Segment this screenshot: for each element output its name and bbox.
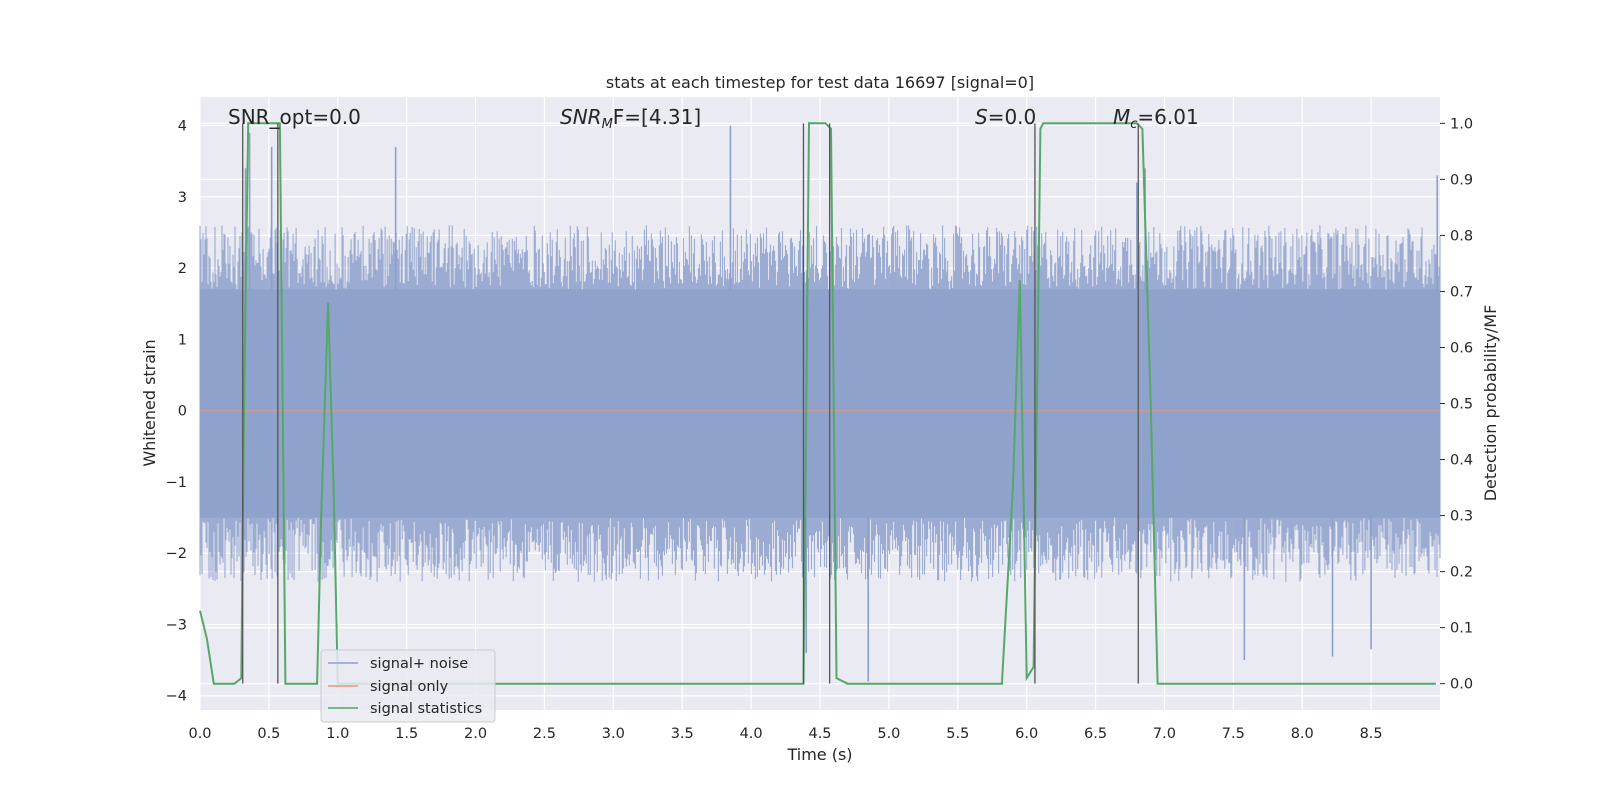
x-tick-label: 5.0: [877, 726, 900, 742]
x-tick-label: 2.0: [464, 726, 487, 742]
x-tick-label: 0.0: [188, 726, 211, 742]
y2-tick-label: 0.3: [1450, 509, 1473, 525]
x-tick-label: 6.0: [1015, 726, 1038, 742]
snr-mf-symbol: SNR: [560, 105, 602, 129]
x-tick-label: 3.5: [671, 726, 694, 742]
y2-tick-label: 0.9: [1450, 172, 1473, 188]
snr-mf-tail: F=[4.31]: [613, 105, 701, 129]
y2-tick-label: 0.2: [1450, 565, 1473, 581]
y2-tick-label: 0.8: [1450, 228, 1473, 244]
signal-noise-series: [199, 125, 1441, 682]
chart-title: stats at each timestep for test data 166…: [606, 73, 1034, 92]
legend-label-signal-statistics: signal statistics: [370, 701, 482, 717]
y2-tick-label: 0.4: [1450, 453, 1473, 469]
y2-tick-label: 0.5: [1450, 397, 1473, 413]
legend: signal+ noise signal only signal statist…: [320, 649, 496, 723]
x-tick-label: 1.0: [326, 726, 349, 742]
x-tick-label: 4.0: [740, 726, 763, 742]
y2-tick-label: 0.7: [1450, 284, 1473, 300]
y-tick-label: 0: [178, 404, 187, 420]
signal-statistics-series: [199, 122, 1436, 685]
y2-tick-label: 0.0: [1450, 677, 1473, 693]
signal-noise-core: [200, 289, 1440, 518]
y2-tick-label: 0.1: [1450, 621, 1473, 637]
legend-label-signal-noise: signal+ noise: [370, 656, 468, 672]
y-axis-ticks: 4 3 2 1 0 −1 −2 −3 −4: [166, 119, 187, 705]
annotation-snr-mf: SNRMF=[4.31]: [560, 105, 701, 132]
x-tick-label: 3.0: [602, 726, 625, 742]
legend-box: [320, 649, 496, 723]
y-tick-label: 2: [178, 261, 187, 277]
y-tick-label: 1: [178, 332, 187, 348]
x-tick-label: 4.5: [808, 726, 831, 742]
y2-tick-label: 1.0: [1450, 116, 1473, 132]
y-tick-label: −2: [166, 546, 187, 562]
mc-subscript: c: [1130, 117, 1137, 132]
x-tick-label: 8.0: [1291, 726, 1314, 742]
s-symbol: S: [975, 105, 988, 129]
snr-mf-subscript: M: [602, 117, 613, 132]
x-tick-label: 0.5: [257, 726, 280, 742]
x-axis-ticks: 0.0 0.5 1.0 1.5 2.0 2.5 3.0 3.5 4.0 4.5 5.0 5.5 6.0 6…: [188, 726, 1382, 742]
x-tick-label: 2.5: [533, 726, 556, 742]
x-axis-label: Time (s): [786, 745, 852, 764]
y-tick-label: 3: [178, 190, 187, 206]
y2-axis-label: Detection probability/MF: [1481, 305, 1500, 502]
y-axis-label: Whitened strain: [140, 339, 159, 466]
y-tick-label: −4: [166, 689, 187, 705]
x-tick-label: 7.0: [1153, 726, 1176, 742]
y-tick-label: −3: [166, 617, 187, 633]
y-tick-label: −1: [166, 475, 187, 491]
y2-tick-label: 0.6: [1450, 340, 1473, 356]
signal-statistics-line: [199, 122, 1436, 685]
mc-tail: =6.01: [1137, 105, 1198, 129]
y-tick-label: 4: [178, 119, 187, 135]
annotation-s: S=0.0: [975, 105, 1036, 129]
legend-label-signal-only: signal only: [370, 679, 449, 695]
x-tick-label: 6.5: [1084, 726, 1107, 742]
x-tick-label: 5.5: [946, 726, 969, 742]
s-tail: =0.0: [988, 105, 1037, 129]
x-tick-label: 1.5: [395, 726, 418, 742]
mc-symbol: M: [1113, 105, 1130, 129]
x-tick-label: 8.5: [1360, 726, 1383, 742]
annotation-mc: Mc=6.01: [1113, 105, 1199, 132]
y2-axis-ticks: 1.0 0.9 0.8 0.7 0.6 0.5 0.4 0.3 0.2 0.1 0.0: [1440, 116, 1473, 693]
annotation-snr-opt: SNR_opt=0.0: [228, 105, 361, 129]
vertical-markers: [242, 123, 1139, 684]
x-tick-label: 7.5: [1222, 726, 1245, 742]
